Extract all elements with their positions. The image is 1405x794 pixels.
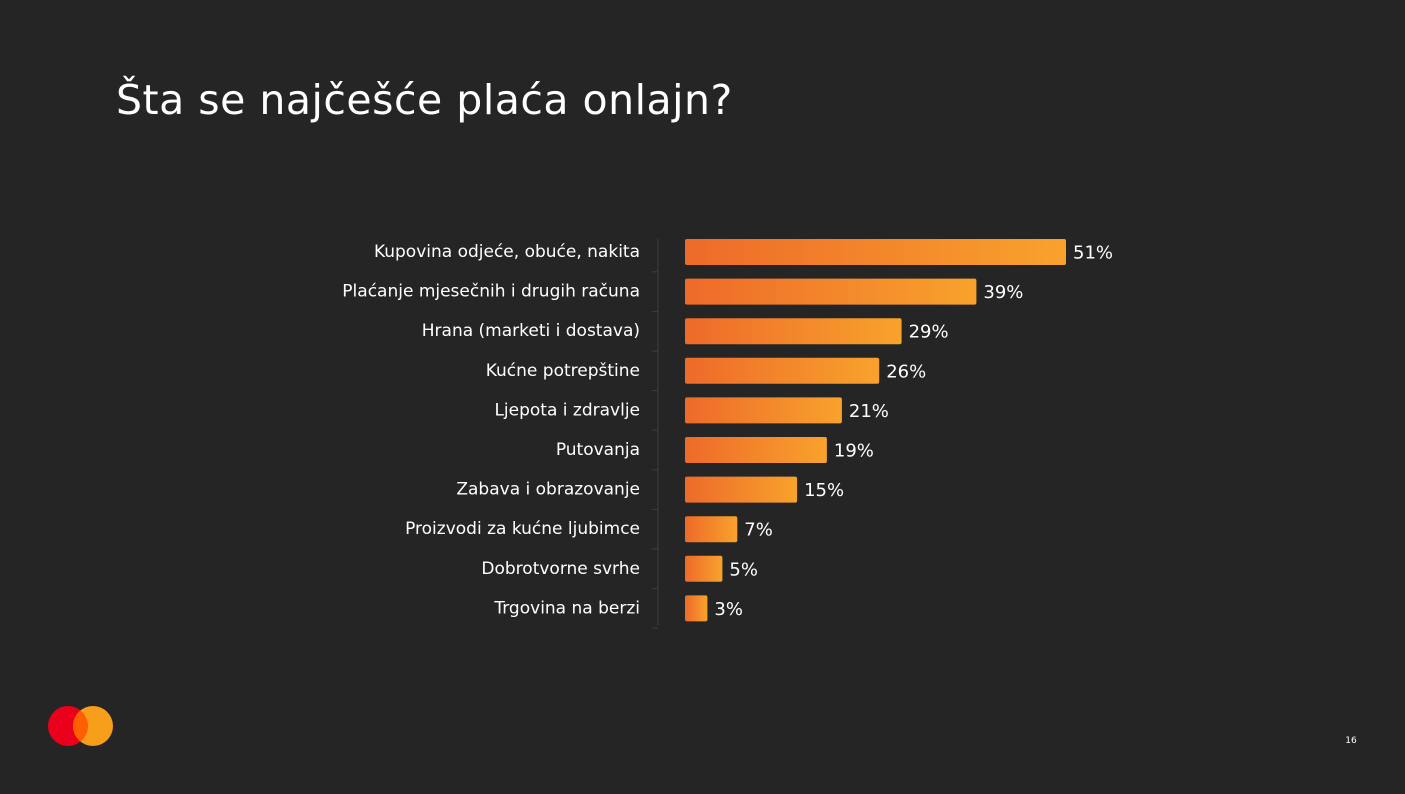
bar: [685, 516, 738, 543]
axis-ticks: [652, 271, 658, 629]
value-label: 7%: [744, 520, 773, 541]
mastercard-logo: [48, 706, 113, 746]
bar: [685, 397, 842, 424]
category-label: Hrana (marketi i dostava): [422, 321, 640, 341]
category-label: Ljepota i zdravlje: [494, 400, 640, 420]
category-label: Trgovina na berzi: [493, 598, 640, 618]
value-label: 19%: [834, 441, 874, 462]
value-label: 26%: [886, 361, 926, 382]
category-label: Dobrotvorne svrhe: [481, 559, 640, 579]
bar: [685, 555, 723, 582]
slide-title: Šta se najčešće plaća onlajn?: [116, 76, 733, 124]
value-label: 15%: [804, 480, 844, 501]
category-label: Proizvodi za kućne ljubimce: [405, 519, 640, 539]
bar: [685, 437, 827, 463]
page-number: 16: [1345, 736, 1357, 746]
bar: [685, 357, 880, 384]
value-label: 29%: [909, 322, 949, 343]
value-label: 39%: [983, 282, 1023, 303]
category-label: Kupovina odjeće, obuće, nakita: [374, 242, 640, 262]
value-label: 21%: [849, 401, 889, 422]
bar: [685, 239, 1066, 265]
category-label: Kućne potrepštine: [486, 361, 640, 381]
bars: [685, 239, 1066, 622]
category-labels: Kupovina odjeće, obuće, nakita Plaćanje m…: [342, 242, 640, 618]
value-labels: 51% 39% 29% 26% 21% 19% 15% 7% 5% 3%: [714, 243, 1113, 620]
bar: [685, 595, 708, 622]
value-label: 5%: [729, 559, 758, 580]
bar: [685, 476, 798, 503]
category-label: Plaćanje mjesečnih i drugih računa: [342, 282, 640, 302]
value-label: 3%: [714, 599, 743, 620]
bar: [685, 278, 977, 305]
bar: [685, 318, 902, 345]
category-label: Zabava i obrazovanje: [456, 480, 640, 500]
category-label: Putovanja: [556, 440, 640, 460]
value-label: 51%: [1073, 243, 1113, 264]
